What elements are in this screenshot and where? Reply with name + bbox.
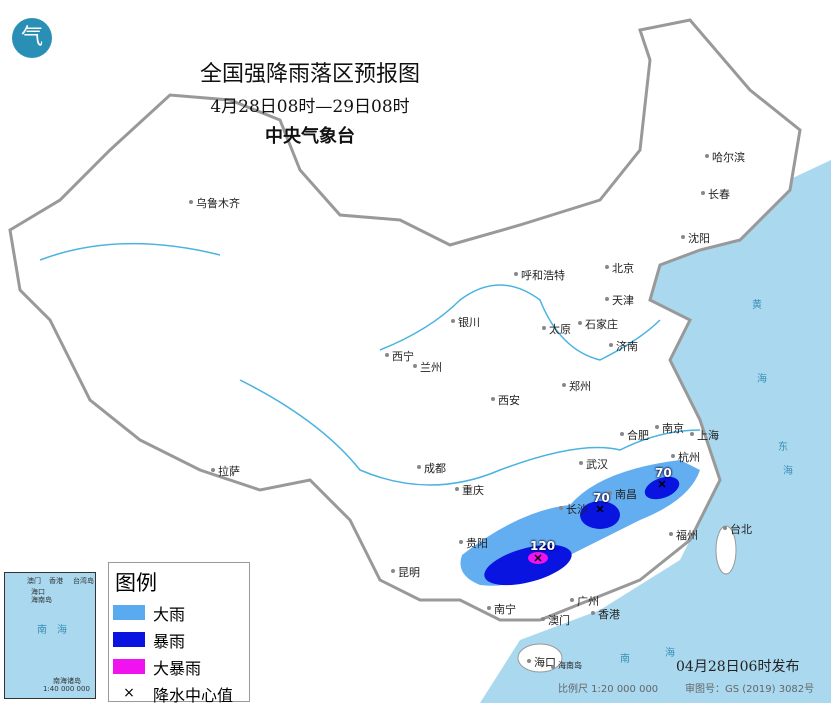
sea-label: 海	[665, 648, 675, 659]
city-label: 成都	[417, 462, 446, 475]
city-label: 济南	[609, 340, 638, 353]
city-label: 天津	[605, 294, 634, 307]
inset-label: 南 海	[37, 625, 67, 636]
city-label: 呼和浩特	[514, 269, 565, 282]
rain-center-markers	[534, 480, 666, 562]
city-label: 西安	[491, 394, 520, 407]
city-label: 合肥	[620, 429, 649, 442]
sea-label: 东	[778, 442, 788, 453]
city-label: 贵阳	[459, 537, 488, 550]
east-sea	[480, 160, 831, 703]
city-label: 南京	[655, 422, 684, 435]
heavy-rain-swatch	[113, 605, 145, 620]
legend-label: 降水中心值	[153, 685, 234, 703]
inset-label: 海口	[31, 588, 45, 596]
city-label: 台北	[723, 523, 752, 536]
city-label: 太原	[542, 323, 571, 336]
city-label: 南昌	[608, 488, 637, 501]
approval-number: 审图号：GS (2019) 3082号	[685, 684, 815, 695]
legend-item: 大雨	[113, 599, 249, 626]
legend: 图例 大雨 暴雨 大暴雨 × 降水中心值	[108, 562, 250, 703]
city-label: 兰州	[413, 361, 442, 374]
city-label: 郑州	[562, 380, 591, 393]
rainstorm-area-3	[644, 476, 680, 500]
city-label: 南宁	[487, 603, 516, 616]
inset-label: 澳门	[27, 577, 41, 585]
rain-center-x-icon	[658, 480, 666, 488]
city-label: 北京	[605, 262, 634, 275]
city-label: 西宁	[385, 350, 414, 363]
map-scale: 比例尺 1:20 000 000	[558, 684, 659, 695]
map-title: 全国强降雨落区预报图	[199, 62, 420, 87]
x-marker-icon: ×	[123, 685, 135, 701]
sea-label: 海	[783, 466, 793, 477]
extreme-rainstorm-swatch	[113, 659, 145, 674]
sea-label: 南	[620, 654, 630, 665]
city-label: 武汉	[579, 458, 608, 471]
yellow-river	[379, 284, 661, 361]
sea-label: 黄	[752, 300, 762, 311]
city-label: 长沙	[559, 503, 588, 516]
legend-title: 图例	[115, 571, 157, 595]
cma-logo: 气	[12, 18, 52, 58]
rain-center-value: 70	[593, 491, 610, 505]
city-label: 香港	[591, 608, 620, 621]
city-label: 福州	[669, 529, 698, 542]
city-label: 广州	[570, 595, 599, 608]
city-label: 昆明	[391, 566, 420, 579]
south-china-sea-inset: 澳门 香港 台湾岛 海口 海南岛 南 海 南海诸岛 1:40 000 000	[4, 572, 96, 699]
city-label: 石家庄	[578, 318, 618, 331]
sea-label: 海	[757, 374, 767, 385]
legend-label: 大暴雨	[153, 658, 202, 678]
city-label: 重庆	[455, 484, 484, 497]
rain-center-value: 70	[655, 466, 672, 480]
city-label: 上海	[690, 429, 719, 442]
city-label: 拉萨	[211, 465, 240, 478]
city-label: 杭州	[671, 451, 700, 464]
rainstorm-swatch	[113, 632, 145, 647]
legend-label: 暴雨	[153, 631, 186, 651]
inset-label: 香港	[49, 577, 63, 585]
yangtze-river	[239, 379, 701, 486]
rain-center-x-icon	[534, 554, 542, 562]
logo-glyph: 气	[20, 25, 43, 50]
city-label: 沈阳	[681, 232, 710, 245]
rainstorm-area-1	[484, 544, 572, 586]
legend-item: × 降水中心值	[113, 680, 249, 703]
rainstorm-area-2	[580, 501, 620, 529]
rain-center-x-icon	[596, 505, 604, 513]
legend-label: 大雨	[153, 604, 186, 624]
city-label: 澳门	[541, 614, 570, 627]
city-label: 哈尔滨	[705, 151, 745, 164]
city-label: 乌鲁木齐	[189, 197, 240, 210]
rain-center-value: 120	[530, 539, 556, 553]
island-label: 海南岛	[551, 661, 582, 670]
china-outline	[8, 18, 802, 622]
issuer: 中央气象台	[265, 126, 355, 147]
publish-time: 04月28日06时发布	[676, 659, 800, 675]
legend-item: 大暴雨	[113, 653, 249, 680]
city-label: 银川	[451, 316, 480, 329]
tarim-river	[39, 242, 221, 261]
city-label: 长春	[701, 188, 730, 201]
inset-label: 台湾岛	[73, 577, 94, 585]
inset-label: 南海诸岛	[53, 677, 81, 685]
city-label: 海口	[527, 656, 556, 669]
inset-scale: 1:40 000 000	[43, 685, 90, 693]
legend-item: 暴雨	[113, 626, 249, 653]
inset-label: 海南岛	[31, 596, 52, 604]
forecast-period: 4月28日08时—29日08时	[210, 97, 410, 117]
